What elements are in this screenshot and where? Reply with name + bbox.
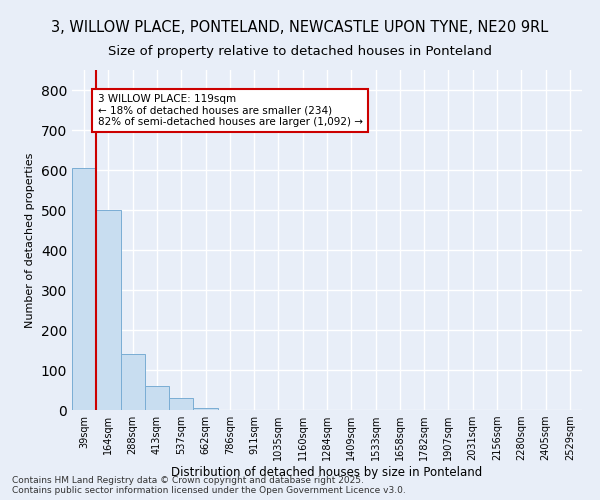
Bar (169, 398, 193, 410)
Bar (145, 386, 169, 410)
Text: Contains HM Land Registry data © Crown copyright and database right 2025.
Contai: Contains HM Land Registry data © Crown c… (12, 476, 406, 495)
Text: Size of property relative to detached houses in Ponteland: Size of property relative to detached ho… (108, 45, 492, 58)
X-axis label: Distribution of detached houses by size in Ponteland: Distribution of detached houses by size … (172, 466, 482, 479)
Bar (72, 168, 96, 410)
Y-axis label: Number of detached properties: Number of detached properties (25, 152, 35, 328)
Bar (96, 210, 121, 410)
Text: 3, WILLOW PLACE, PONTELAND, NEWCASTLE UPON TYNE, NE20 9RL: 3, WILLOW PLACE, PONTELAND, NEWCASTLE UP… (52, 20, 548, 35)
Bar (121, 354, 145, 410)
Text: 3 WILLOW PLACE: 119sqm
← 18% of detached houses are smaller (234)
82% of semi-de: 3 WILLOW PLACE: 119sqm ← 18% of detached… (97, 94, 362, 127)
Bar (193, 408, 218, 410)
